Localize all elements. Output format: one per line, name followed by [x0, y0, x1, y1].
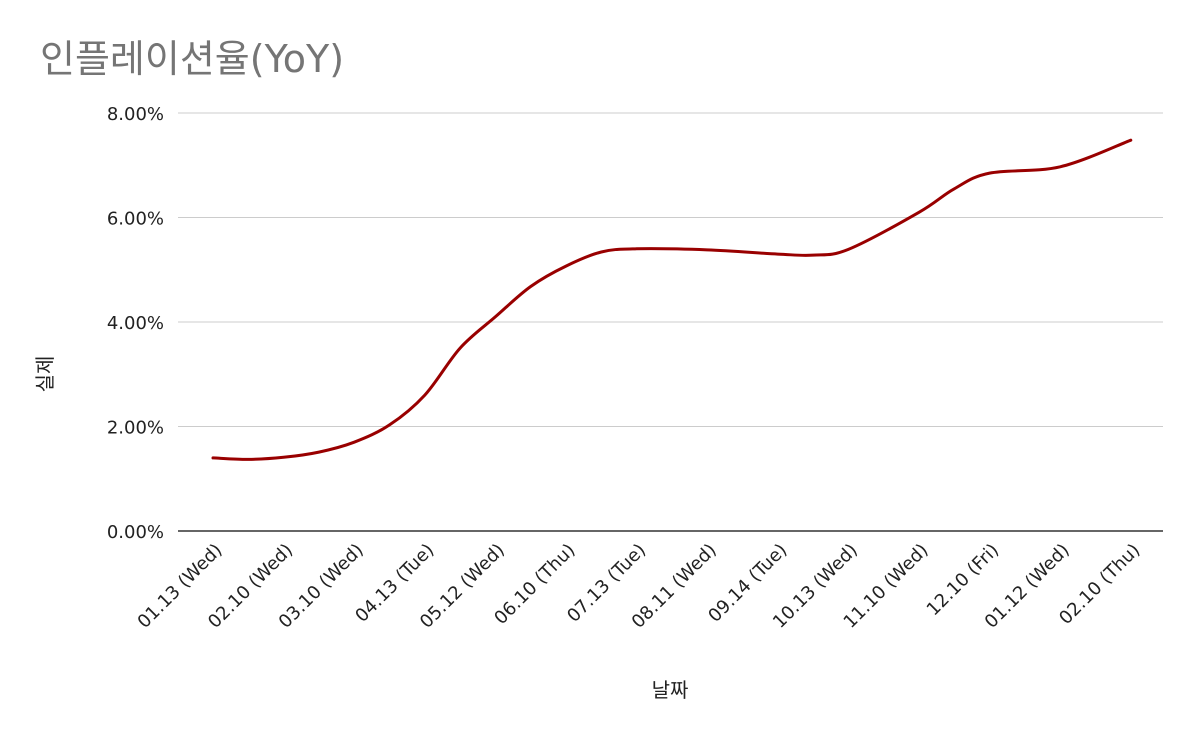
y-tick-label: 2.00% — [107, 418, 164, 439]
y-tick-label: 6.00% — [107, 209, 164, 230]
grid-lines — [178, 112, 1163, 532]
y-tick-label: 8.00% — [107, 104, 164, 125]
chart-title: 인플레이션율(YoY) — [40, 37, 345, 81]
y-axis-ticks: 0.00% 2.00% 4.00% 6.00% 8.00% — [107, 104, 164, 543]
y-tick-label: 4.00% — [107, 313, 164, 334]
y-axis-title: 실제 — [33, 356, 57, 393]
x-axis-title: 날짜 — [652, 678, 689, 702]
series-line — [211, 138, 1133, 461]
series-layer — [211, 138, 1133, 461]
x-axis-ticks: 01.13 (Wed)02.10 (Wed)03.10 (Wed)04.13 (… — [134, 540, 1145, 633]
y-tick-label: 0.00% — [107, 522, 164, 543]
